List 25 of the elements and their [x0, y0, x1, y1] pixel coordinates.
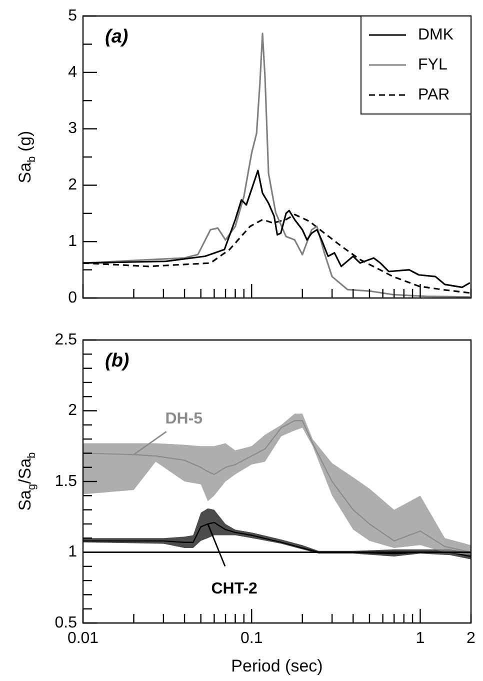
y-tick-label: 0.5: [54, 614, 78, 632]
y-tick-label: 3: [68, 120, 78, 138]
x-axis-title: Period (sec): [231, 656, 323, 676]
y-tick-label: 1: [68, 233, 78, 250]
annotation: (b): [105, 350, 130, 372]
legend-label: DMK: [418, 26, 454, 44]
x-tick-label: 0.01: [67, 630, 99, 648]
x-tick-label: 2: [466, 630, 476, 648]
y-tick-label: 2.5: [54, 331, 78, 348]
y-axis-title: Sab (g): [16, 130, 38, 184]
x-tick-label: 0.1: [240, 630, 263, 648]
series-label: DH-5: [165, 410, 203, 428]
y-tick-label: 0: [68, 289, 78, 306]
y-tick-label: 2: [68, 402, 78, 420]
annotation: (a): [105, 26, 128, 48]
legend-label: FYL: [418, 56, 448, 74]
y-axis-title: Sag/Sab: [16, 452, 38, 511]
y-tick-label: 5: [68, 7, 78, 24]
y-tick-label: 1: [68, 544, 78, 561]
y-tick-label: 1.5: [54, 472, 78, 490]
y-tick-label: 2: [68, 176, 78, 194]
x-tick-label: 1: [416, 630, 425, 648]
legend-label: PAR: [418, 86, 450, 104]
text: CHT-2: [211, 580, 258, 598]
y-tick-label: 4: [68, 64, 78, 81]
